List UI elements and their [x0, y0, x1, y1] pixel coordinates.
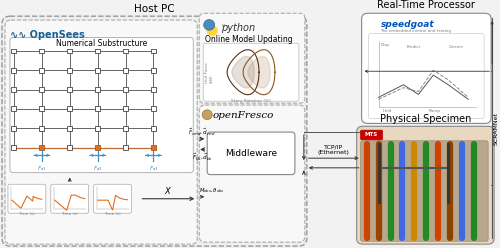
FancyBboxPatch shape: [199, 13, 305, 103]
Text: $X$: $X$: [164, 185, 172, 196]
FancyBboxPatch shape: [199, 105, 305, 242]
Text: $F_{a3}$: $F_{a3}$: [148, 164, 158, 173]
FancyBboxPatch shape: [8, 184, 46, 213]
Bar: [67, 126, 72, 131]
Text: The embedded control and testing: The embedded control and testing: [380, 29, 452, 33]
Text: $F_{a1}$: $F_{a1}$: [37, 164, 46, 173]
Bar: [151, 145, 156, 150]
Text: Middleware: Middleware: [225, 149, 277, 158]
FancyBboxPatch shape: [94, 184, 132, 213]
FancyBboxPatch shape: [10, 37, 194, 173]
Text: ᴜ: ᴜ: [221, 23, 224, 28]
Text: Correct: Correct: [448, 45, 464, 49]
FancyBboxPatch shape: [356, 126, 494, 244]
Bar: [123, 49, 128, 53]
Bar: [95, 87, 100, 92]
Text: python: python: [221, 23, 256, 33]
Circle shape: [206, 25, 218, 36]
Bar: [123, 68, 128, 73]
Text: Predict: Predict: [406, 45, 420, 49]
Bar: [12, 68, 16, 73]
Text: MTS: MTS: [365, 132, 378, 137]
Text: Hold: Hold: [382, 109, 392, 113]
Text: Ramp: Ramp: [428, 109, 440, 113]
FancyBboxPatch shape: [207, 132, 295, 175]
Text: Story Rotation (%): Story Rotation (%): [231, 99, 271, 103]
Bar: [95, 145, 100, 150]
Bar: [123, 126, 128, 131]
Polygon shape: [232, 56, 254, 88]
Text: $\vec{F}_{bk},\vec{d}_{bk}$: $\vec{F}_{bk},\vec{d}_{bk}$: [192, 152, 213, 162]
Bar: [123, 106, 128, 111]
Bar: [40, 145, 44, 150]
Bar: [95, 126, 100, 131]
Bar: [12, 87, 16, 92]
Bar: [123, 145, 128, 150]
Bar: [151, 87, 156, 92]
Bar: [123, 87, 128, 92]
Text: SCRAMNet: SCRAMNet: [494, 112, 499, 145]
Bar: [151, 49, 156, 53]
Text: openFresco: openFresco: [212, 111, 274, 120]
FancyBboxPatch shape: [360, 130, 382, 140]
Bar: [95, 68, 100, 73]
Bar: [67, 49, 72, 53]
FancyBboxPatch shape: [203, 43, 299, 101]
Bar: [12, 49, 16, 53]
Text: TCP/IP
(Ethernet): TCP/IP (Ethernet): [318, 145, 350, 155]
Text: Disp: Disp: [380, 43, 390, 47]
Bar: [12, 106, 16, 111]
Bar: [12, 145, 16, 150]
Text: speedgoat: speedgoat: [380, 20, 434, 29]
Text: Physical Specimen: Physical Specimen: [380, 114, 471, 124]
Bar: [40, 106, 44, 111]
Bar: [40, 49, 44, 53]
Bar: [151, 106, 156, 111]
Text: Time (s): Time (s): [18, 212, 36, 216]
Bar: [95, 49, 100, 53]
Bar: [67, 68, 72, 73]
Text: $\vec{F}_{cmd},\vec{d}_{cmd}$: $\vec{F}_{cmd},\vec{d}_{cmd}$: [188, 126, 216, 137]
Bar: [95, 106, 100, 111]
Bar: [40, 126, 44, 131]
Text: Time (s): Time (s): [104, 212, 121, 216]
Bar: [151, 68, 156, 73]
Polygon shape: [248, 56, 270, 88]
FancyBboxPatch shape: [360, 141, 488, 241]
Bar: [40, 87, 44, 92]
Text: Unit Force
(kN): Unit Force (kN): [205, 62, 214, 83]
FancyBboxPatch shape: [362, 13, 491, 124]
Bar: [67, 87, 72, 92]
Text: Time (s): Time (s): [62, 212, 78, 216]
Text: ∿∿ OpenSees: ∿∿ OpenSees: [10, 30, 85, 40]
Text: Real-Time Processor: Real-Time Processor: [378, 0, 476, 10]
Bar: [40, 68, 44, 73]
Text: Numerical Substructure: Numerical Substructure: [56, 39, 147, 48]
FancyBboxPatch shape: [2, 16, 307, 246]
Text: Host PC: Host PC: [134, 4, 174, 14]
Circle shape: [202, 110, 212, 120]
Text: $F_{a2}$: $F_{a2}$: [93, 164, 102, 173]
FancyBboxPatch shape: [368, 33, 484, 119]
Bar: [151, 126, 156, 131]
Text: $M_{obs},\theta_{obs}$: $M_{obs},\theta_{obs}$: [199, 186, 225, 195]
Circle shape: [204, 20, 214, 30]
Bar: [67, 145, 72, 150]
Text: Online Model Updating: Online Model Updating: [205, 34, 293, 44]
FancyBboxPatch shape: [5, 20, 197, 244]
Bar: [67, 106, 72, 111]
Bar: [12, 126, 16, 131]
FancyBboxPatch shape: [51, 184, 88, 213]
